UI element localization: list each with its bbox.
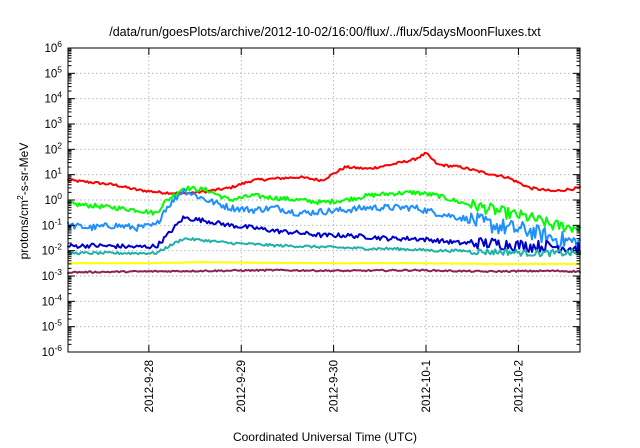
y-tick-exponent: 3 bbox=[57, 115, 62, 125]
y-tick-exponent: -5 bbox=[54, 318, 62, 328]
y-tick-labels: 10-610-510-410-310-210-11001011021031041… bbox=[42, 39, 63, 359]
y-tick-exponent: 1 bbox=[57, 166, 62, 176]
y-axis-label: protons/cm2-s-sr-MeV bbox=[15, 143, 31, 260]
y-tick-exponent: 2 bbox=[57, 140, 62, 150]
y-tick-label: 105 bbox=[44, 64, 62, 80]
y-tick-label: 10-5 bbox=[42, 318, 63, 334]
y-tick-base: 10 bbox=[42, 246, 55, 258]
series-line bbox=[67, 151, 581, 196]
axis-ticks bbox=[68, 47, 580, 353]
y-tick-label: 10-2 bbox=[42, 242, 63, 258]
y-axis-label-unit: protons/cm bbox=[17, 200, 31, 259]
y-tick-exponent: -6 bbox=[54, 343, 62, 353]
y-tick-exponent: 5 bbox=[57, 64, 62, 74]
y-tick-exponent: 6 bbox=[57, 39, 62, 49]
y-tick-label: 102 bbox=[44, 140, 62, 156]
y-tick-exponent: 4 bbox=[57, 90, 62, 100]
y-tick-base: 10 bbox=[42, 220, 55, 232]
y-tick-base: 10 bbox=[44, 195, 57, 207]
y-tick-exponent: 0 bbox=[57, 191, 62, 201]
y-tick-base: 10 bbox=[44, 94, 57, 106]
y-tick-exponent: -1 bbox=[54, 216, 62, 226]
y-tick-base: 10 bbox=[42, 271, 55, 283]
series-lines bbox=[67, 151, 581, 274]
x-tick-label: 2012-10-2 bbox=[513, 360, 525, 412]
y-tick-base: 10 bbox=[44, 119, 57, 131]
y-tick-label: 10-6 bbox=[42, 343, 63, 359]
y-tick-base: 10 bbox=[44, 68, 57, 80]
x-tick-label: 2012-10-1 bbox=[421, 360, 433, 412]
y-tick-base: 10 bbox=[42, 322, 55, 334]
y-axis-label-exponent: 2 bbox=[15, 195, 25, 200]
y-tick-label: 10-4 bbox=[42, 292, 63, 308]
y-tick-label: 103 bbox=[44, 115, 62, 131]
x-tick-label: 2012-9-30 bbox=[329, 360, 341, 412]
y-tick-exponent: -2 bbox=[54, 242, 62, 252]
y-tick-base: 10 bbox=[44, 43, 57, 55]
y-tick-base: 10 bbox=[42, 347, 55, 359]
x-tick-label: 2012-9-29 bbox=[236, 360, 248, 412]
series-line bbox=[67, 268, 581, 274]
series-line bbox=[67, 215, 581, 255]
y-tick-exponent: -3 bbox=[54, 267, 62, 277]
y-tick-label: 106 bbox=[44, 39, 62, 55]
y-tick-label: 10-1 bbox=[42, 216, 63, 232]
series-line bbox=[67, 185, 581, 233]
series-line bbox=[67, 188, 581, 251]
x-tick-label: 2012-9-28 bbox=[144, 360, 156, 412]
y-tick-label: 104 bbox=[44, 90, 62, 106]
y-tick-base: 10 bbox=[42, 296, 55, 308]
y-tick-base: 10 bbox=[44, 144, 57, 156]
y-tick-label: 100 bbox=[44, 191, 62, 207]
series-line bbox=[67, 237, 581, 258]
x-axis-label: Coordinated Universal Time (UTC) bbox=[233, 430, 417, 444]
y-tick-label: 101 bbox=[44, 166, 62, 182]
y-tick-base: 10 bbox=[44, 170, 57, 182]
y-axis-label-rest: -s-sr-MeV bbox=[17, 143, 31, 196]
series-line bbox=[67, 261, 581, 266]
y-tick-label: 10-3 bbox=[42, 267, 63, 283]
y-tick-exponent: -4 bbox=[54, 292, 62, 302]
x-tick-labels: 2012-9-28 2012-9-29 2012-9-30 2012-10-1 2012… bbox=[144, 360, 526, 412]
gridlines bbox=[68, 48, 580, 352]
chart-title: /data/run/goesPlots/archive/2012-10-02/1… bbox=[109, 25, 541, 39]
